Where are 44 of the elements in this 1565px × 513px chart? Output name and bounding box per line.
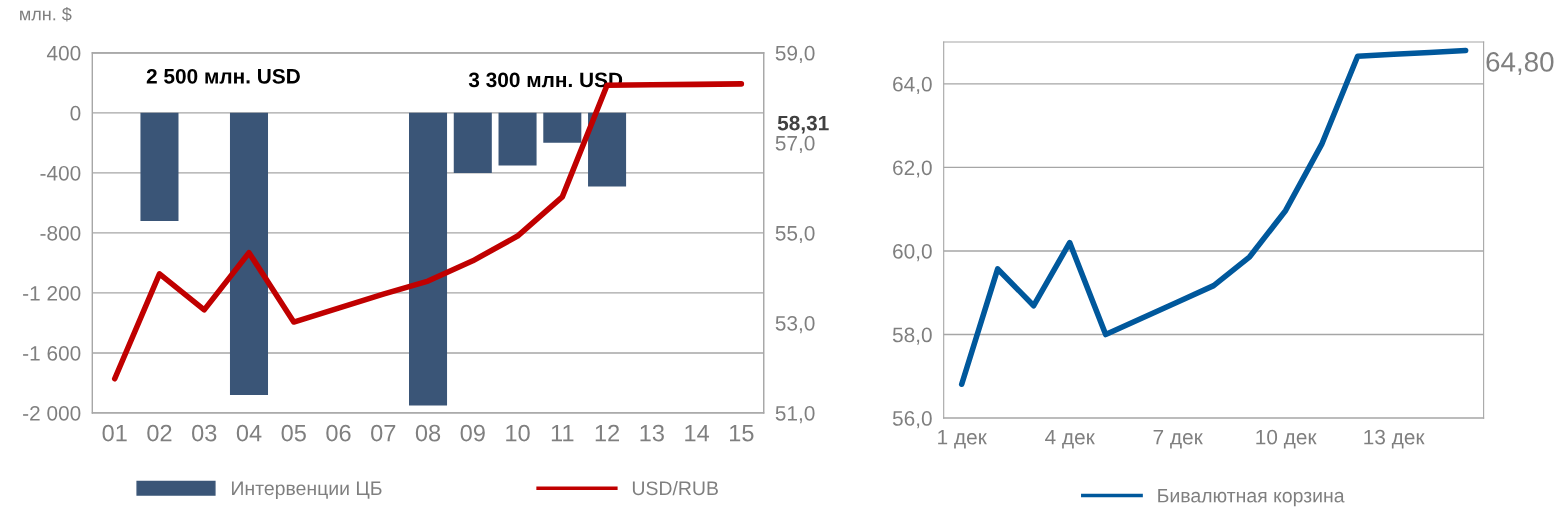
y-tick-label: 58,0 [892, 327, 932, 345]
y-tick-label: 56,0 [892, 411, 932, 429]
x-tick-label: 11 [551, 424, 574, 442]
x-tick-label: 15 [730, 424, 754, 442]
x-tick-label: 13 [640, 424, 664, 442]
legend-label: USD/RUB [632, 480, 718, 496]
x-tick-label: 09 [460, 424, 485, 442]
legend-label: Бивалютная корзина [1158, 488, 1345, 507]
y-tick-label: -1 600 [23, 345, 81, 361]
x-tick-label: 04 [236, 424, 262, 442]
x-tick-label: 02 [147, 424, 172, 442]
x-tick-label: 4 дек [1045, 429, 1095, 449]
x-tick-label: 08 [415, 424, 441, 442]
y-axis-title: млн. $ [20, 6, 72, 22]
x-tick-label: 10 [506, 424, 530, 442]
y2-tick-label: 53,0 [775, 315, 815, 334]
annotation: 2 500 млн. USD [146, 68, 300, 84]
y-tick-label: 400 [46, 45, 81, 61]
legend-label: Интервенции ЦБ [232, 481, 382, 500]
x-tick-label: 07 [371, 424, 396, 442]
x-tick-label: 13 дек [1364, 429, 1425, 449]
y2-tick-label: 59,0 [775, 45, 815, 64]
x-tick-label: 06 [326, 424, 351, 442]
y-tick-label: -2 000 [23, 405, 81, 421]
y-tick-label: 0 [70, 105, 81, 121]
x-tick-label: 1 дек [938, 429, 987, 449]
y-tick-label: -1 200 [23, 285, 81, 301]
y-tick-label: -800 [40, 225, 81, 241]
x-tick-label: 12 [595, 424, 620, 442]
y-tick-label: 62,0 [893, 160, 932, 178]
y2-tick-label: 55,0 [775, 225, 815, 244]
annotation: 64,80 [1486, 52, 1554, 76]
x-tick-label: 14 [685, 424, 710, 442]
y2-tick-label: 51,0 [775, 405, 815, 424]
text: 58,31 [777, 115, 829, 134]
x-tick-label: 7 дек [1153, 429, 1203, 449]
x-tick-label: 01 [102, 424, 127, 442]
y-tick-label: 64,0 [893, 76, 932, 95]
x-tick-label: 03 [192, 424, 217, 442]
y-tick-label: -400 [40, 165, 81, 181]
y-tick-label: 60,0 [893, 243, 932, 262]
x-tick-label: 05 [281, 424, 306, 442]
x-tick-label: 10 дек [1256, 429, 1317, 449]
y2-tick-label: 57,0 [775, 135, 815, 154]
